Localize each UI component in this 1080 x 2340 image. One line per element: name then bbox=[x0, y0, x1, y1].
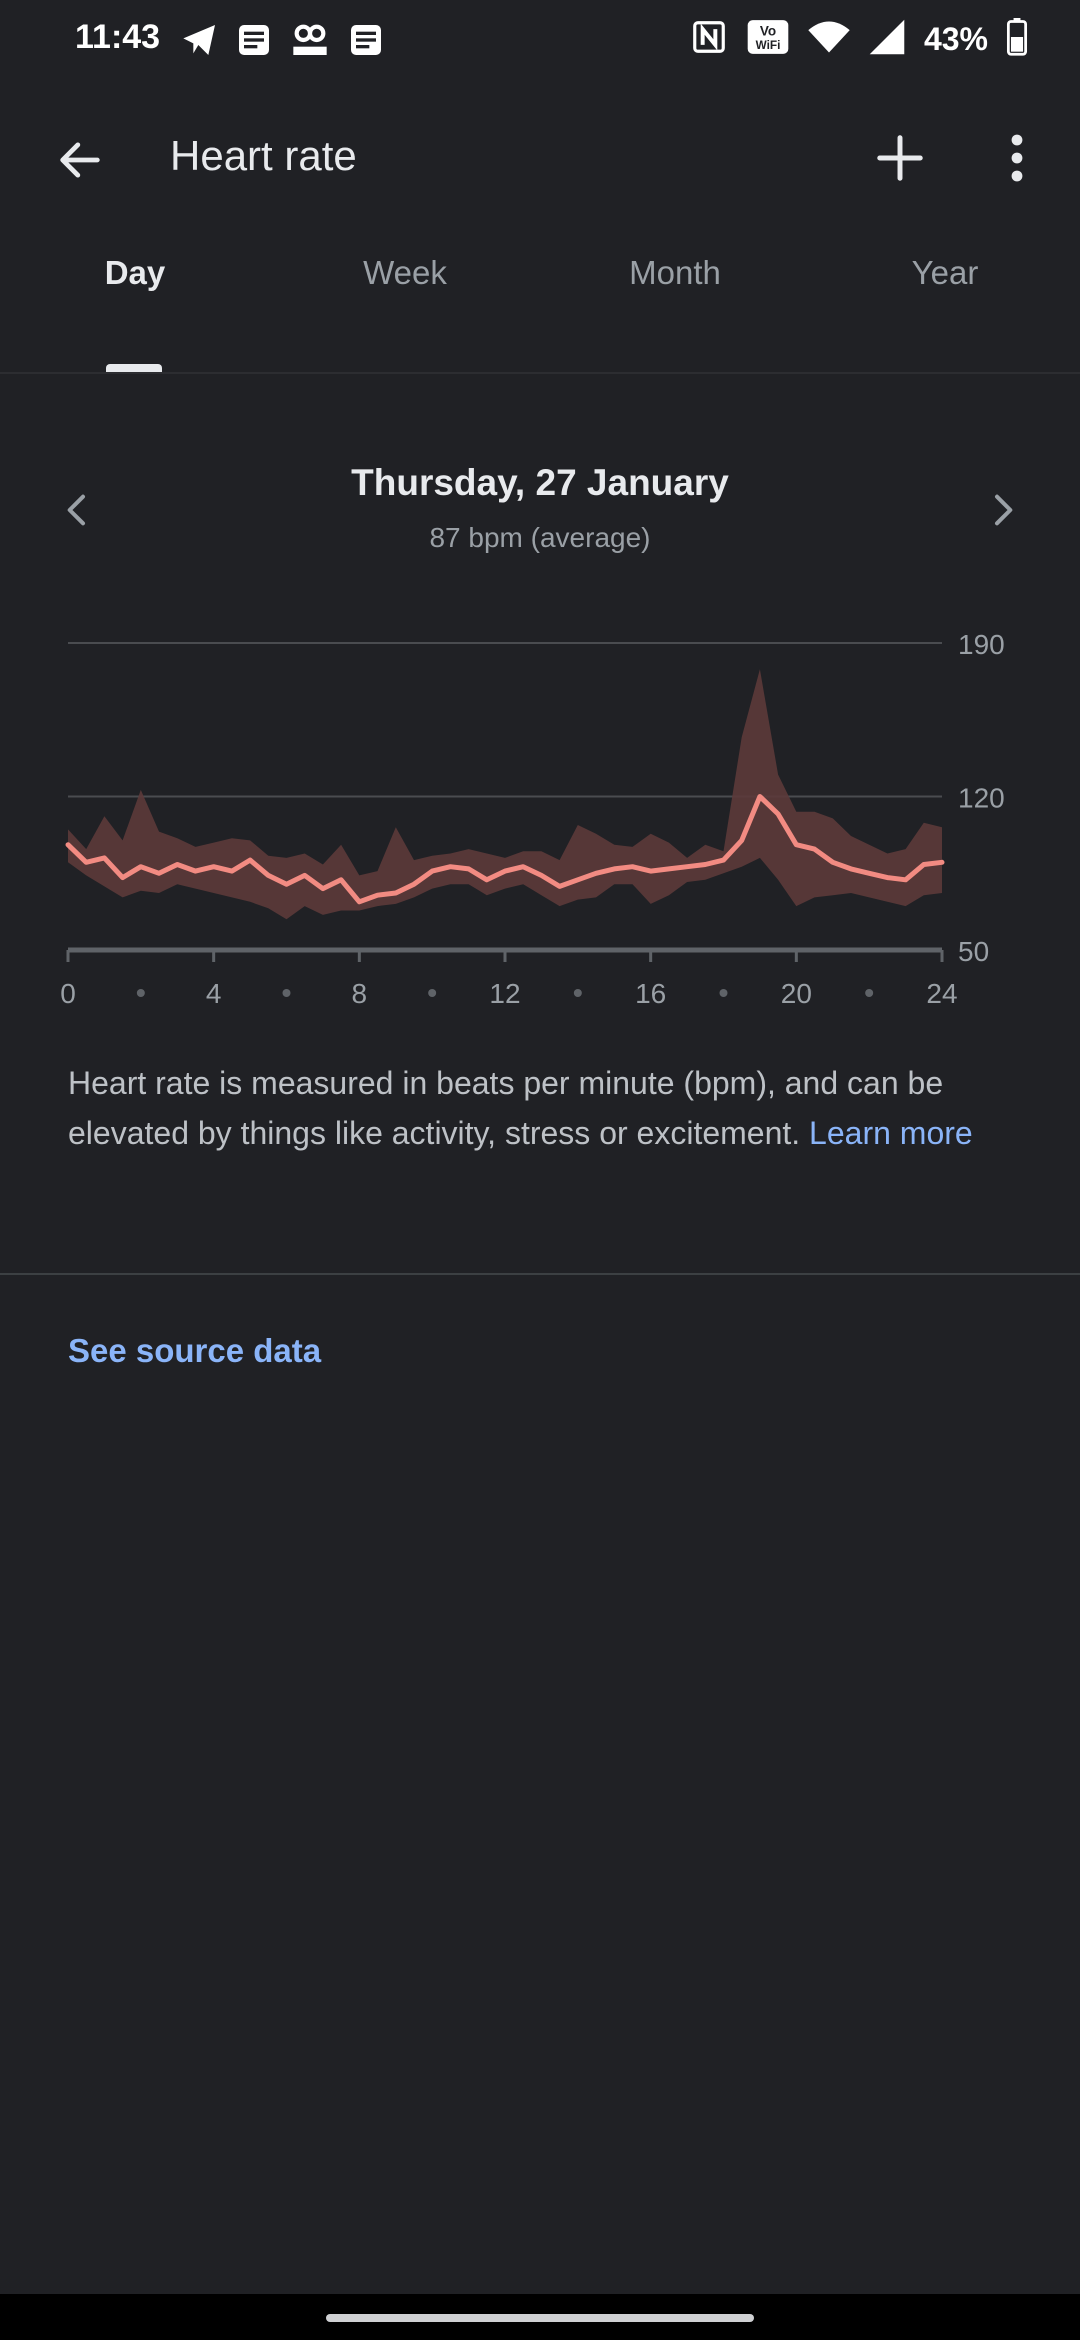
hood-icon bbox=[288, 20, 332, 65]
chevron-right-icon bbox=[995, 494, 1013, 526]
status-time: 11:43 bbox=[75, 18, 161, 56]
battery-percent: 43% bbox=[923, 21, 988, 57]
x-tick-label: 12 bbox=[489, 978, 520, 1009]
system-icons: Vo WiFi 43% bbox=[690, 18, 1028, 61]
heart-rate-range-band bbox=[68, 669, 942, 920]
more-options-button[interactable] bbox=[982, 118, 1052, 198]
more-vert-icon bbox=[1011, 134, 1023, 182]
back-button[interactable] bbox=[40, 120, 120, 200]
next-day-button[interactable] bbox=[972, 480, 1032, 540]
svg-text:WiFi: WiFi bbox=[756, 38, 781, 52]
vowifi-icon: Vo WiFi bbox=[746, 18, 790, 61]
x-tick-label: 4 bbox=[206, 978, 222, 1009]
x-minor-dot bbox=[573, 989, 582, 997]
svg-text:Vo: Vo bbox=[760, 23, 776, 38]
chevron-left-icon bbox=[67, 494, 85, 526]
x-minor-dot bbox=[719, 989, 728, 997]
document-icon bbox=[346, 20, 386, 65]
info-description: Heart rate is measured in beats per minu… bbox=[68, 1065, 944, 1151]
notification-icons bbox=[180, 20, 386, 65]
x-minor-dot bbox=[428, 989, 437, 997]
signal-icon bbox=[868, 18, 906, 61]
tab-indicator bbox=[106, 364, 162, 372]
average-bpm: 87 bpm (average) bbox=[429, 522, 651, 553]
previous-day-button[interactable] bbox=[48, 480, 108, 540]
x-tick-label: 0 bbox=[60, 978, 76, 1009]
document-icon bbox=[234, 20, 274, 65]
nfc-icon bbox=[690, 18, 728, 61]
x-tick-label: 24 bbox=[926, 978, 957, 1009]
battery-icon bbox=[1006, 18, 1028, 61]
tab-week[interactable]: Week bbox=[363, 254, 447, 291]
divider bbox=[0, 1273, 1080, 1275]
x-minor-dot bbox=[136, 989, 145, 997]
plus-icon bbox=[877, 135, 923, 181]
x-tick-label: 8 bbox=[352, 978, 368, 1009]
x-minor-dot bbox=[865, 989, 874, 997]
add-button[interactable] bbox=[860, 118, 940, 198]
learn-more-link[interactable]: Learn more bbox=[809, 1115, 973, 1151]
page-title: Heart rate bbox=[170, 132, 357, 179]
wifi-icon bbox=[808, 18, 850, 61]
y-tick-label: 190 bbox=[958, 629, 1005, 660]
y-tick-label: 50 bbox=[958, 936, 989, 967]
date-navigator: Thursday, 27 January 87 bpm (average) bbox=[0, 450, 1080, 580]
app-bar: Heart rate bbox=[0, 100, 1080, 220]
gesture-handle[interactable] bbox=[326, 2314, 754, 2322]
tab-day[interactable]: Day bbox=[104, 254, 166, 291]
x-tick-label: 16 bbox=[635, 978, 666, 1009]
see-source-data-link[interactable]: See source data bbox=[68, 1332, 322, 1369]
tab-month[interactable]: Month bbox=[629, 254, 721, 291]
heart-rate-line bbox=[65, 794, 945, 905]
heart-rate-chart-svg: 190 120 50 0 4 8 12 16 20 24 bbox=[60, 629, 1005, 1009]
x-minor-dot bbox=[282, 989, 291, 997]
arrow-back-icon bbox=[60, 142, 100, 178]
telegram-icon bbox=[180, 20, 220, 65]
x-tick-label: 20 bbox=[781, 978, 812, 1009]
tab-year[interactable]: Year bbox=[911, 254, 979, 291]
y-tick-label: 120 bbox=[958, 783, 1005, 814]
selected-date: Thursday, 27 January bbox=[351, 462, 729, 503]
heart-rate-chart[interactable]: 190 120 50 0 4 8 12 16 20 24 bbox=[0, 610, 1080, 1030]
status-bar: 11:43 Vo WiFi 43% bbox=[0, 0, 1080, 80]
info-text: Heart rate is measured in beats per minu… bbox=[68, 1058, 1012, 1158]
period-tabs: Day Week Month Year bbox=[0, 240, 1080, 374]
